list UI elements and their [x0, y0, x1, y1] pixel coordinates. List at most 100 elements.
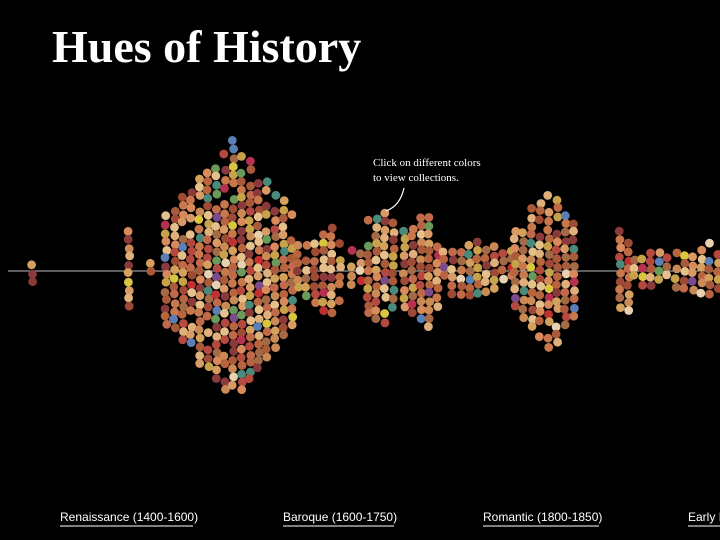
color-dot[interactable] — [253, 363, 262, 373]
color-dot[interactable] — [186, 263, 196, 273]
color-dot[interactable] — [262, 244, 272, 254]
color-dot[interactable] — [262, 177, 272, 187]
color-dot[interactable] — [195, 317, 205, 326]
color-dot[interactable] — [294, 282, 303, 292]
color-dot[interactable] — [326, 290, 336, 300]
color-dot[interactable] — [551, 245, 561, 255]
color-dot[interactable] — [279, 196, 289, 206]
color-dot[interactable] — [219, 149, 229, 159]
color-dot[interactable] — [262, 327, 272, 337]
color-dot[interactable] — [630, 255, 640, 265]
color-dot[interactable] — [262, 235, 272, 244]
color-dot[interactable] — [400, 234, 410, 244]
color-dot[interactable] — [124, 261, 133, 270]
color-dot[interactable] — [511, 251, 521, 261]
color-dot[interactable] — [271, 232, 281, 242]
color-dot[interactable] — [278, 213, 288, 223]
color-dot[interactable] — [465, 283, 475, 293]
color-dot[interactable] — [261, 337, 271, 347]
color-dot[interactable] — [203, 201, 213, 211]
color-dot[interactable] — [212, 332, 222, 342]
color-dot[interactable] — [280, 247, 289, 256]
color-dot[interactable] — [255, 205, 264, 215]
color-dot[interactable] — [262, 319, 272, 328]
color-dot[interactable] — [457, 265, 466, 275]
color-dot[interactable] — [253, 212, 263, 222]
color-dot[interactable] — [185, 330, 195, 340]
color-dot[interactable] — [552, 297, 561, 306]
color-dot[interactable] — [425, 297, 435, 307]
color-dot[interactable] — [263, 268, 272, 278]
color-dot[interactable] — [560, 244, 569, 254]
color-dot[interactable] — [407, 265, 417, 275]
color-dot[interactable] — [171, 240, 180, 250]
color-dot[interactable] — [195, 275, 205, 284]
color-dot[interactable] — [416, 213, 425, 223]
color-dot[interactable] — [195, 359, 205, 368]
color-dot[interactable] — [293, 258, 303, 268]
color-dot[interactable] — [713, 267, 720, 277]
color-dot[interactable] — [229, 255, 239, 264]
color-dot[interactable] — [688, 261, 698, 271]
color-dot[interactable] — [194, 224, 204, 234]
color-dot[interactable] — [220, 335, 230, 345]
color-dot[interactable] — [309, 265, 319, 275]
color-dot[interactable] — [457, 248, 466, 257]
color-dot[interactable] — [408, 274, 418, 284]
color-dot[interactable] — [287, 320, 297, 330]
color-dot[interactable] — [697, 245, 707, 255]
color-dot[interactable] — [336, 262, 345, 272]
color-dot[interactable] — [319, 246, 329, 255]
color-dot[interactable] — [474, 280, 483, 289]
color-dot[interactable] — [553, 272, 562, 281]
color-dot[interactable] — [526, 263, 536, 272]
color-dot[interactable] — [335, 256, 345, 265]
color-dot[interactable] — [371, 231, 381, 241]
color-dot[interactable] — [416, 296, 426, 306]
color-dot[interactable] — [195, 283, 205, 293]
color-dot[interactable] — [389, 235, 398, 245]
color-dot[interactable] — [123, 277, 133, 287]
color-dot[interactable] — [194, 307, 204, 317]
color-dot[interactable] — [416, 255, 425, 264]
color-dot[interactable] — [447, 272, 457, 282]
color-dot[interactable] — [203, 354, 213, 364]
color-dot[interactable] — [553, 262, 562, 272]
color-dot[interactable] — [423, 229, 433, 239]
color-dot[interactable] — [246, 332, 255, 342]
color-dot[interactable] — [170, 231, 180, 241]
color-dot[interactable] — [202, 168, 212, 178]
color-dot[interactable] — [170, 323, 180, 333]
color-dot[interactable] — [387, 268, 397, 278]
color-dot[interactable] — [672, 248, 682, 258]
color-dot[interactable] — [237, 328, 247, 338]
color-dot[interactable] — [424, 246, 434, 256]
color-dot[interactable] — [489, 284, 499, 293]
color-dot[interactable] — [399, 293, 409, 303]
color-dot[interactable] — [464, 240, 474, 250]
color-dot[interactable] — [237, 226, 247, 236]
color-dot[interactable] — [292, 250, 302, 259]
color-dot[interactable] — [509, 267, 519, 277]
color-dot[interactable] — [203, 328, 213, 337]
color-dot[interactable] — [671, 282, 681, 292]
color-dot[interactable] — [220, 359, 230, 369]
color-dot[interactable] — [416, 314, 426, 324]
color-dot[interactable] — [146, 266, 156, 276]
color-dot[interactable] — [498, 249, 508, 258]
color-dot[interactable] — [123, 268, 133, 277]
color-dot[interactable] — [228, 246, 238, 256]
color-dot[interactable] — [221, 176, 230, 185]
color-dot[interactable] — [497, 265, 507, 275]
color-dot[interactable] — [615, 235, 625, 245]
color-dot[interactable] — [195, 258, 205, 268]
color-dot[interactable] — [326, 299, 336, 309]
color-dot[interactable] — [310, 239, 319, 249]
color-dot[interactable] — [245, 341, 254, 351]
color-dot[interactable] — [400, 259, 410, 269]
color-dot[interactable] — [170, 256, 180, 266]
color-dot[interactable] — [569, 244, 579, 254]
color-dot[interactable] — [363, 266, 373, 276]
color-dot[interactable] — [311, 247, 320, 257]
color-dot[interactable] — [211, 280, 221, 290]
